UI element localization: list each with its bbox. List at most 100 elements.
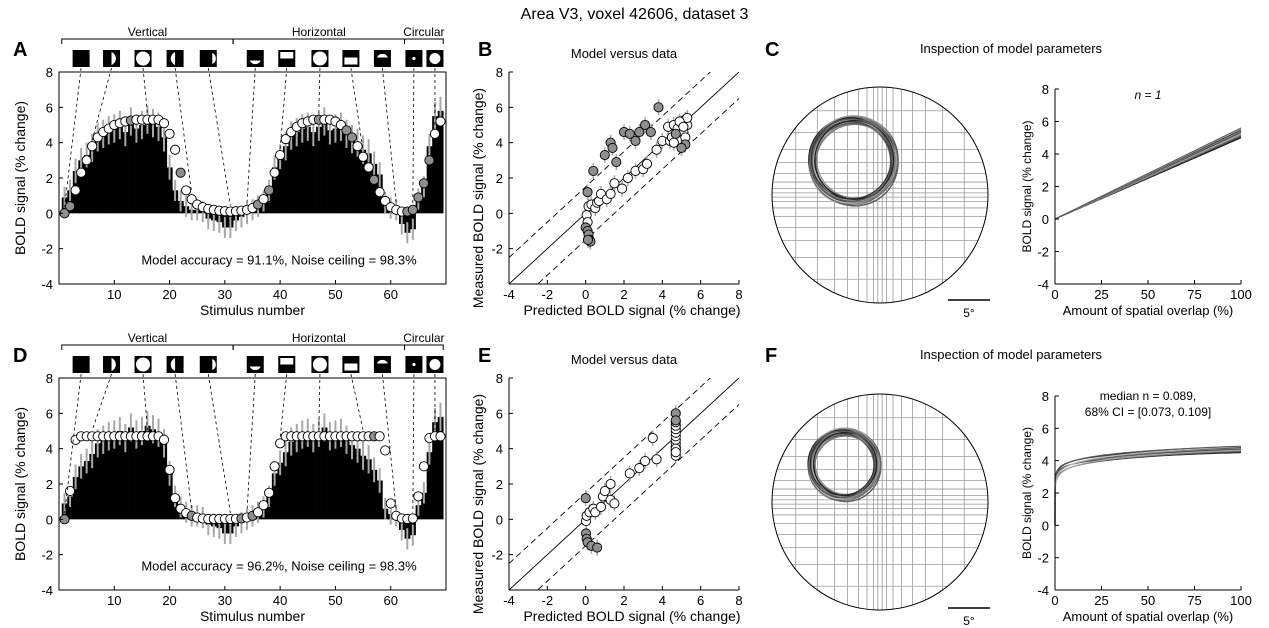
model-marker — [158, 118, 170, 129]
data-bar — [332, 128, 339, 214]
y-axis-label: BOLD signal (% change) — [12, 101, 28, 255]
thumbnail-shape — [170, 52, 176, 65]
data-bar — [365, 153, 372, 214]
thumbnail-shape — [170, 358, 176, 371]
data-bar — [172, 496, 179, 520]
model-marker — [252, 507, 264, 518]
data-bar — [139, 431, 145, 520]
figure-suptitle: Area V3, voxel 42606, dataset 3 — [520, 6, 749, 23]
x-axis-label: Predicted BOLD signal (% change) — [523, 608, 740, 624]
model-marker — [374, 187, 385, 198]
panel-letter: B — [478, 39, 492, 61]
model-marker — [164, 128, 175, 139]
group-bracket — [404, 344, 444, 350]
thumbnail-connector — [174, 373, 193, 510]
param-xtick-label: 75 — [1187, 287, 1201, 302]
model-marker — [87, 141, 98, 152]
stimulus-thumbnail — [405, 50, 423, 204]
model-curve — [1054, 445, 1242, 526]
data-bar — [349, 445, 356, 520]
panel-E: E -2 0 2 4 6 8 -4 -2 0 2 4 6 8 Model versus data Predic… — [470, 345, 743, 624]
data-bar — [117, 431, 123, 520]
scatter-point — [670, 128, 681, 139]
scatter-xtick-label: 2 — [620, 593, 627, 608]
scatter-point — [582, 234, 594, 245]
stimulus-thumbnail — [278, 356, 296, 438]
data-bar — [277, 462, 284, 520]
scatter-xtick-label: -2 — [542, 593, 554, 608]
scale-bar-label: 5° — [963, 306, 975, 320]
stimulus-thumbnail — [199, 50, 231, 206]
thumbnail-connector — [207, 67, 231, 206]
y-axis-label: Measured BOLD signal (% change) — [470, 394, 486, 614]
param-xtick-label: 0 — [1051, 593, 1058, 608]
data-bar — [144, 119, 151, 214]
thumbnail-shape — [212, 53, 216, 64]
thumbnail-shape — [376, 53, 388, 58]
thumbnail-shape — [344, 57, 358, 65]
group-label-vertical: Vertical — [128, 331, 167, 345]
model-marker — [275, 149, 286, 161]
x-axis-label: Amount of spatial overlap (%) — [1063, 303, 1234, 318]
data-bar — [94, 137, 101, 214]
data-bar — [105, 130, 112, 214]
scatter-point — [605, 478, 616, 490]
thumbnail-connector — [246, 373, 256, 512]
thumbnail-connector — [412, 67, 415, 204]
thumbnail-frame — [72, 50, 90, 67]
thumbnail-frame — [373, 50, 391, 67]
model-marker — [413, 192, 424, 203]
model-marker — [181, 185, 192, 196]
receptive-field-ring — [814, 119, 895, 200]
x-axis-label: Stimulus number — [200, 608, 305, 624]
y-axis-label: BOLD signal (% change) — [12, 407, 28, 561]
model-marker — [275, 438, 286, 449]
data-bar — [332, 434, 339, 520]
scatter-point — [634, 127, 645, 138]
data-bar — [78, 160, 85, 214]
thumbnail-shape — [111, 358, 116, 371]
scatter-point — [630, 135, 641, 146]
param-ytick-label: 2 — [1042, 180, 1049, 195]
data-bar — [321, 427, 328, 520]
scatter-xtick-label: 8 — [735, 287, 742, 302]
data-bar — [83, 461, 90, 520]
stimulus-thumbnail — [91, 50, 121, 141]
thumbnail-shape — [136, 51, 151, 66]
param-ytick-label: 6 — [1042, 421, 1049, 436]
param-ytick-label: 2 — [1042, 486, 1049, 501]
data-bar — [139, 125, 145, 214]
scatter-xtick-label: 0 — [582, 287, 589, 302]
data-bar — [421, 186, 427, 214]
scatter-point — [676, 142, 687, 154]
bar-panel-xtick-label: 50 — [328, 593, 342, 608]
param-ytick-label: 4 — [1042, 147, 1049, 162]
model-marker — [435, 431, 446, 442]
stimulus-thumbnail — [91, 356, 121, 431]
param-xtick-label: 100 — [1230, 287, 1252, 302]
scatter-point — [640, 455, 651, 467]
model-curve — [1054, 447, 1242, 526]
thumbnail-shape — [312, 51, 327, 66]
scatter-ytick-label: 2 — [496, 171, 503, 186]
scatter-point — [678, 121, 689, 132]
panel-B: B -2 0 2 4 6 8 -4 -2 0 2 4 6 8 Model versus data Predic… — [470, 39, 743, 318]
bar-panel-ytick-label: -4 — [41, 583, 53, 598]
panel-title: Model versus data — [571, 46, 678, 61]
data-bar — [376, 480, 383, 520]
model-marker — [424, 155, 435, 166]
panel-letter: F — [765, 345, 777, 367]
scatter-ytick-label: 6 — [496, 406, 503, 421]
stimulus-thumbnail — [373, 50, 397, 204]
scatter-point — [624, 468, 635, 479]
thumbnail-connector — [382, 67, 397, 204]
thumbnail-connector — [279, 373, 288, 438]
model-marker — [352, 141, 363, 152]
bar-panel-ytick-label: 6 — [46, 406, 53, 421]
stimulus-thumbnail — [64, 356, 90, 514]
group-bracket — [232, 38, 406, 44]
stimulus-thumbnail — [342, 356, 364, 431]
stimulus-thumbnail — [342, 50, 364, 151]
model-marker — [418, 461, 429, 472]
stimulus-thumbnail — [134, 356, 152, 431]
